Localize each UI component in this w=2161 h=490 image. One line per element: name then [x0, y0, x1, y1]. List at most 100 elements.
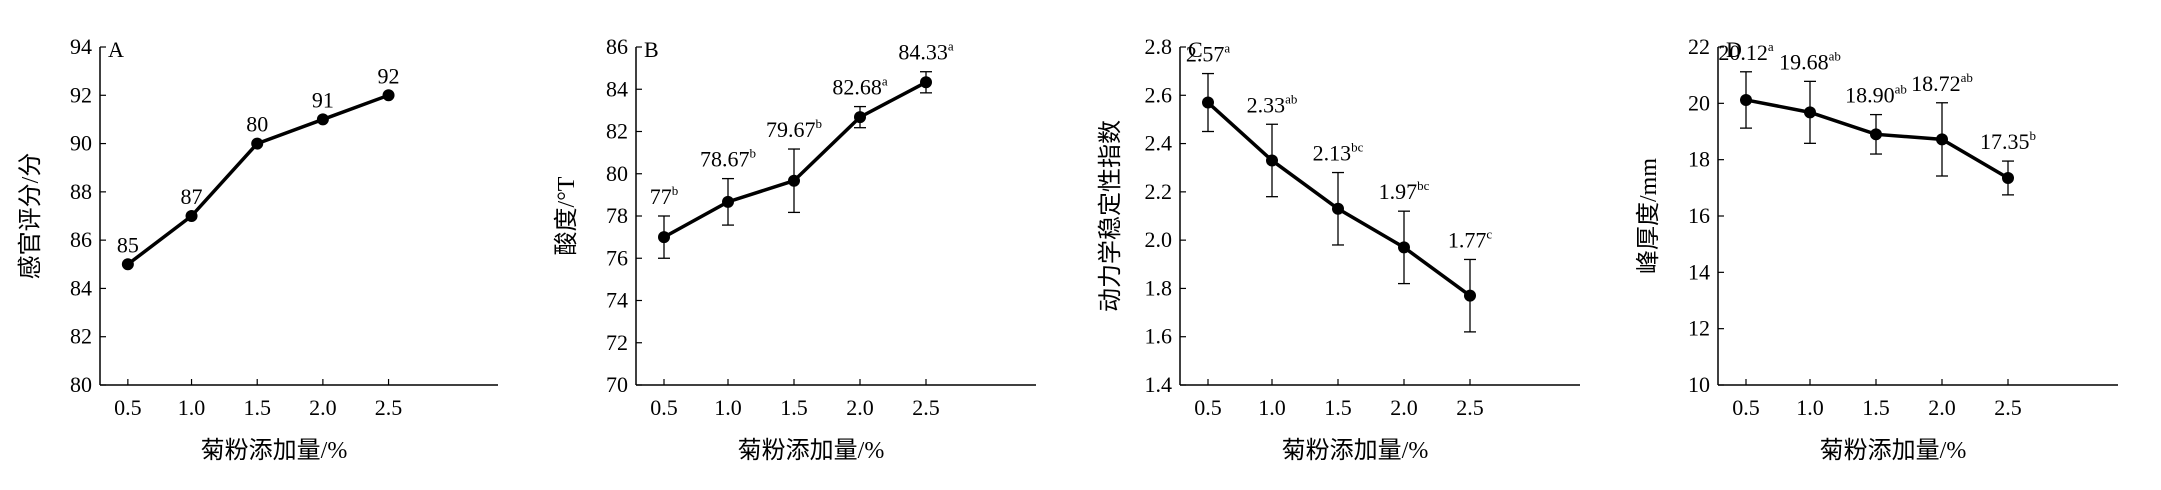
- y-tick-label: 90: [70, 131, 92, 156]
- data-label: 78.67b: [700, 146, 756, 172]
- y-tick-label: 2.2: [1145, 179, 1173, 204]
- y-axis-label: 动力学稳定性指数: [1097, 120, 1124, 312]
- data-label: 19.68ab: [1779, 48, 1841, 74]
- x-tick-label: 0.5: [1194, 395, 1222, 420]
- y-tick-label: 1.4: [1145, 372, 1173, 397]
- data-label: 79.67b: [766, 116, 822, 142]
- data-point: [1804, 106, 1816, 119]
- y-tick-label: 20: [1688, 90, 1710, 115]
- y-tick-label: 92: [70, 82, 92, 107]
- data-label: 1.97bc: [1379, 178, 1430, 204]
- y-tick-label: 2.6: [1145, 82, 1173, 107]
- x-tick-label: 1.5: [1862, 395, 1890, 420]
- data-point: [1870, 128, 1882, 141]
- data-point: [658, 231, 670, 244]
- y-tick-label: 86: [70, 227, 92, 252]
- data-label: 18.72ab: [1911, 70, 1973, 96]
- y-tick-label: 14: [1688, 259, 1710, 284]
- x-tick-label: 1.0: [1258, 395, 1286, 420]
- y-tick-label: 22: [1688, 34, 1710, 59]
- data-point: [185, 210, 198, 222]
- x-tick-label: 1.0: [178, 395, 206, 420]
- data-label: 85: [117, 232, 139, 257]
- y-tick-label: 80: [606, 161, 628, 186]
- data-point: [1740, 93, 1752, 106]
- data-label: 1.77c: [1448, 226, 1493, 252]
- panel-letter: B: [644, 37, 659, 62]
- y-axis-label: 酸度/°T: [553, 176, 580, 255]
- data-point: [1266, 154, 1278, 167]
- x-tick-label: 0.5: [650, 395, 678, 420]
- data-point: [121, 258, 134, 271]
- x-tick-label: 2.0: [846, 395, 874, 420]
- chart-panel-a: 80 82 84 86 88 90 92 94 0.5 1.0 1.5 2.0 2.5 菊粉添加量/% 感官…: [17, 34, 498, 464]
- x-tick-label: 2.0: [1390, 395, 1418, 420]
- data-point: [920, 76, 932, 89]
- y-tick-label: 86: [606, 34, 628, 59]
- x-tick-label: 1.0: [714, 395, 742, 420]
- x-tick-label: 2.5: [375, 395, 403, 420]
- x-tick-label: 1.5: [780, 395, 808, 420]
- data-label: 84.33a: [898, 39, 954, 65]
- x-axis-label: 菊粉添加量/%: [201, 437, 348, 464]
- x-tick-label: 1.5: [1324, 395, 1352, 420]
- data-label: 80: [246, 112, 268, 137]
- y-tick-label: 82: [70, 324, 92, 349]
- data-label: 20.12a: [1718, 39, 1774, 65]
- data-label: 2.33ab: [1247, 91, 1298, 117]
- y-tick-label: 12: [1688, 316, 1710, 341]
- data-point: [1202, 96, 1214, 109]
- data-point: [854, 111, 866, 124]
- y-tick-label: 70: [606, 372, 628, 397]
- x-tick-label: 0.5: [1732, 395, 1760, 420]
- y-tick-label: 84: [70, 275, 92, 300]
- x-axis-label: 菊粉添加量/%: [1820, 437, 1967, 464]
- data-point: [382, 89, 395, 102]
- y-tick-label: 84: [606, 76, 628, 101]
- x-axis-label: 菊粉添加量/%: [738, 437, 885, 464]
- y-tick-label: 88: [70, 179, 92, 204]
- data-point: [1936, 133, 1948, 146]
- y-tick-label: 72: [606, 330, 628, 355]
- x-tick-label: 1.0: [1796, 395, 1824, 420]
- y-tick-label: 1.6: [1145, 324, 1173, 349]
- data-label: 2.13bc: [1313, 140, 1364, 166]
- x-tick-label: 2.5: [912, 395, 940, 420]
- x-tick-label: 2.5: [1994, 395, 2022, 420]
- y-tick-label: 10: [1688, 372, 1710, 397]
- data-label: 18.90ab: [1845, 82, 1907, 108]
- data-point: [722, 195, 734, 208]
- y-tick-label: 18: [1688, 147, 1710, 172]
- x-tick-label: 2.0: [1928, 395, 1956, 420]
- data-label: 77b: [650, 183, 679, 209]
- data-label: 17.35b: [1980, 128, 2036, 154]
- x-tick-label: 1.5: [243, 395, 271, 420]
- x-tick-label: 2.0: [309, 395, 337, 420]
- panel-letter: A: [108, 37, 124, 62]
- data-point: [2002, 171, 2014, 184]
- data-point: [1332, 202, 1344, 215]
- series-line: [1206, 101, 1472, 298]
- data-label: 2.57a: [1186, 41, 1231, 67]
- x-tick-label: 0.5: [114, 395, 142, 420]
- panel-letter: C: [1188, 37, 1203, 62]
- x-axis-label: 菊粉添加量/%: [1282, 437, 1429, 464]
- data-point: [316, 113, 329, 126]
- x-tick-label: 2.5: [1456, 395, 1484, 420]
- y-tick-label: 74: [606, 288, 628, 313]
- y-tick-label: 2.8: [1145, 34, 1173, 59]
- panel-letter: D: [1726, 37, 1742, 62]
- y-axis-label: 感官评分/分: [17, 153, 44, 280]
- y-tick-label: 80: [70, 372, 92, 397]
- data-label: 82.68a: [832, 74, 888, 100]
- data-point: [1464, 289, 1476, 302]
- chart-panel-d: 10 12 14 16 18 20 22 0.5 1.0 1.5 2.0 2.5 菊粉添加量/% 峰厚度/…: [1635, 34, 2118, 464]
- data-label: 87: [181, 184, 203, 209]
- y-tick-label: 16: [1688, 203, 1710, 228]
- data-point: [788, 174, 800, 187]
- data-point: [251, 137, 264, 150]
- y-axis-label: 峰厚度/mm: [1635, 158, 1662, 274]
- data-point: [1398, 241, 1410, 254]
- y-tick-label: 1.8: [1145, 275, 1173, 300]
